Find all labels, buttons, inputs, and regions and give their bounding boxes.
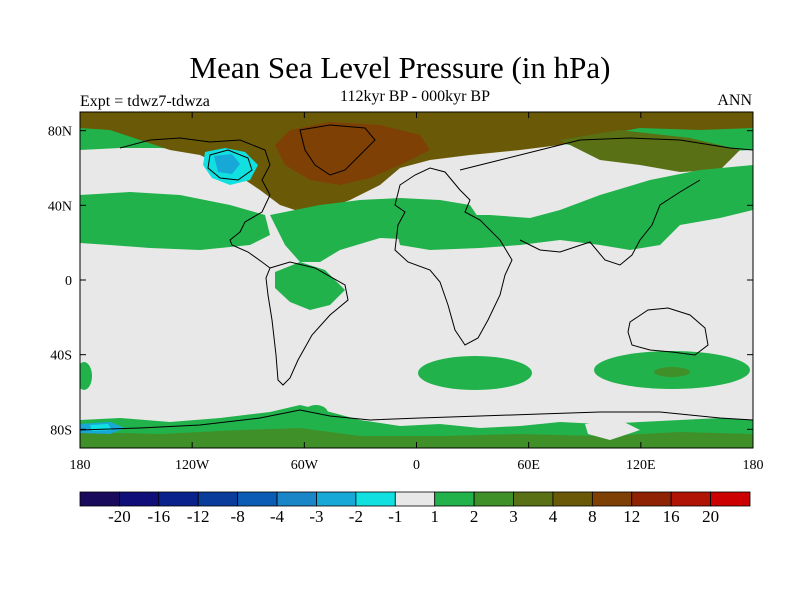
map-background	[80, 112, 753, 448]
y-tick-label: 80S	[50, 423, 72, 438]
colorbar-label: -16	[147, 507, 170, 526]
coastlines	[80, 124, 753, 431]
colorbar-swatch	[552, 491, 593, 507]
period-label: 112kyr BP - 000kyr BP	[340, 88, 490, 105]
colorbar-label: 1	[430, 507, 439, 526]
colorbar-swatch	[276, 491, 317, 507]
colorbar-label: -12	[187, 507, 210, 526]
colorbar-label: -1	[388, 507, 402, 526]
colorbar-label: -2	[349, 507, 363, 526]
y-axis: 80N 40N 0 40S 80S	[48, 125, 753, 438]
colorbar-swatch	[670, 491, 711, 507]
x-tick-label: 120E	[626, 458, 656, 473]
greenland-brown-region	[275, 122, 430, 185]
north-america-coast	[119, 137, 271, 269]
colorbar-label: 2	[470, 507, 479, 526]
colorbar-label: -3	[309, 507, 323, 526]
colorbar-label: 12	[623, 507, 640, 526]
x-tick-label: 60W	[291, 458, 319, 473]
colorbar-label: -20	[108, 507, 131, 526]
colorbar-label: 4	[549, 507, 558, 526]
hudson-bay-coast	[207, 149, 253, 181]
colorbar-swatch	[197, 491, 239, 507]
x-tick-label: 60E	[517, 458, 540, 473]
colorbar-swatch	[513, 491, 554, 507]
colorbar-swatch	[158, 491, 199, 507]
experiment-label: Expt = tdwz7-tdwza	[80, 93, 210, 110]
australia-coast	[627, 307, 709, 356]
north-pacific-green-band	[80, 192, 270, 250]
colorbar: -20 -16 -12 -8 -4 -3 -2 -1 1 2 3 4 8 12 16 20	[79, 491, 751, 526]
x-tick-label: 0	[413, 458, 420, 473]
colorbar-swatch	[591, 491, 633, 507]
y-tick-label: 0	[65, 274, 72, 289]
x-axis: 180 120W 60W 0 60E 120E 180	[70, 112, 764, 473]
x-tick-label: 120W	[175, 458, 210, 473]
antarctic-olive-band	[80, 428, 753, 448]
antarctic-light-patch	[585, 420, 640, 440]
colorbar-swatch	[79, 491, 120, 507]
eurasia-olive-region	[560, 130, 740, 172]
season-label: ANN	[717, 92, 752, 109]
south-west-patch	[80, 362, 92, 390]
hudson-bay-blue-anomaly	[214, 154, 240, 174]
y-tick-label: 80N	[48, 125, 72, 140]
colorbar-label: -8	[231, 507, 245, 526]
europe-africa-coast	[394, 167, 513, 346]
y-tick-label: 40N	[48, 199, 72, 214]
asia-coast	[459, 137, 753, 266]
map-title: Mean Sea Level Pressure (in hPa)	[189, 50, 611, 85]
south-indian-green-anomaly	[418, 356, 532, 390]
colorbar-swatch	[631, 491, 672, 507]
colorbar-swatch	[355, 491, 396, 507]
colorbar-swatch	[710, 491, 751, 507]
colorbar-swatch	[434, 491, 475, 507]
antarctica-coast	[80, 409, 753, 431]
sahara-green-region	[395, 222, 500, 250]
colorbar-label: 8	[588, 507, 597, 526]
x-tick-label: 180	[743, 458, 764, 473]
colorbar-swatch	[119, 491, 160, 507]
south-america-coast	[265, 261, 349, 386]
north-atlantic-green-band	[270, 198, 480, 262]
amazon-green-region	[275, 262, 345, 310]
map-panel	[80, 112, 753, 448]
colorbar-swatch	[394, 491, 436, 507]
colorbar-label: 16	[663, 507, 680, 526]
colorbar-label: 3	[509, 507, 518, 526]
greenland-coast	[299, 124, 376, 176]
colorbar-label: 20	[702, 507, 719, 526]
colorbar-label: -4	[270, 507, 285, 526]
y-tick-label: 40S	[50, 349, 72, 364]
south-pacific-olive-core	[654, 367, 690, 377]
colorbar-swatch	[316, 491, 357, 507]
x-tick-label: 180	[70, 458, 91, 473]
colorbar-swatch	[237, 491, 278, 507]
colorbar-swatch	[473, 491, 514, 507]
